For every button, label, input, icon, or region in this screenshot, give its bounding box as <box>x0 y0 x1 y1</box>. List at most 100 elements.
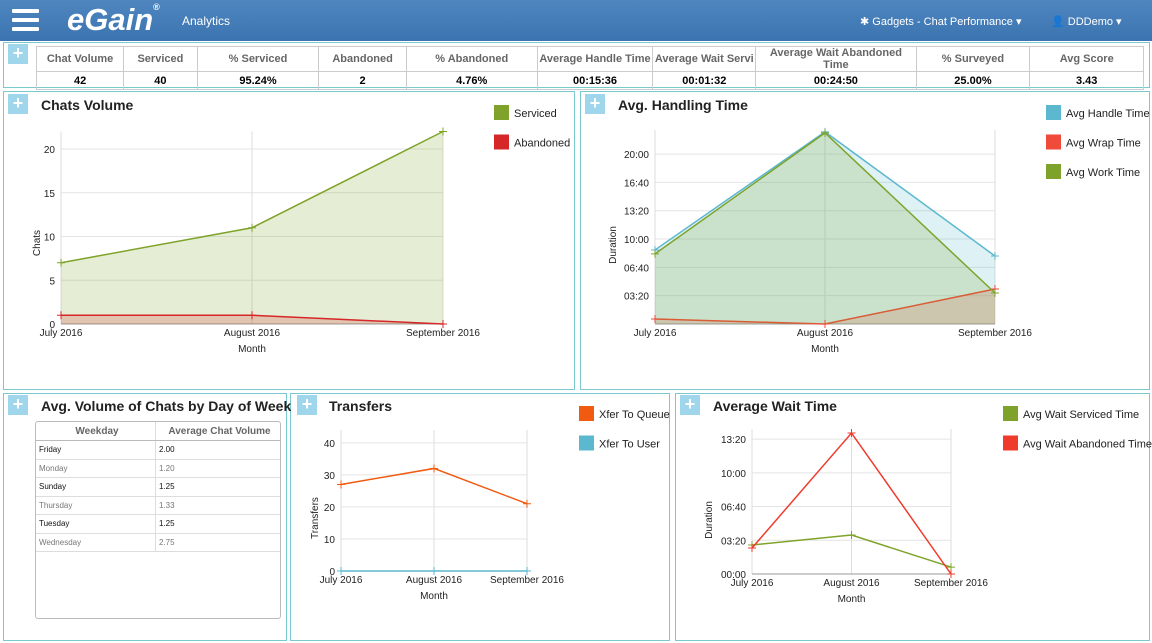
table-cell: Tuesday <box>36 514 156 534</box>
point-marker <box>430 464 438 473</box>
table-cell: Monday <box>36 459 156 478</box>
point-marker <box>57 258 65 267</box>
add-button[interactable]: + <box>297 395 317 415</box>
point-marker <box>947 563 955 572</box>
logo-text: eGain <box>67 2 154 37</box>
point-marker <box>947 570 955 578</box>
x-tick-label: September 2016 <box>958 328 1032 339</box>
add-button[interactable]: + <box>8 395 28 415</box>
panel <box>290 393 670 641</box>
y-tick-label: 20:00 <box>624 150 649 161</box>
point-marker <box>57 311 65 320</box>
table-cell: Sunday <box>36 477 156 497</box>
point-marker <box>991 252 999 261</box>
x-tick-label: July 2016 <box>40 328 83 339</box>
y-axis-label: Duration <box>608 226 619 264</box>
x-tick-label: July 2016 <box>320 575 363 586</box>
kpi-value: 3.43 <box>1029 71 1144 90</box>
legend-swatch <box>579 406 594 421</box>
kpi-value: 00:15:36 <box>536 71 654 90</box>
kpi-value: 42 <box>35 71 125 90</box>
legend-swatch <box>1003 435 1018 451</box>
table-cell: Wednesday <box>36 533 156 552</box>
point-marker <box>248 311 256 320</box>
point-marker <box>748 544 756 553</box>
area <box>655 289 995 324</box>
kpi-value: 4.76% <box>405 71 538 90</box>
x-tick-label: September 2016 <box>914 578 988 589</box>
point-marker <box>651 249 659 258</box>
y-tick-label: 13:20 <box>721 435 746 446</box>
table-row: Friday 2.00 <box>36 440 280 460</box>
x-axis-label: Month <box>238 344 266 355</box>
y-tick-label: 10 <box>324 535 336 546</box>
y-tick-label: 0 <box>329 567 335 578</box>
column-header: % Serviced <box>196 46 320 72</box>
panel <box>675 393 1150 641</box>
add-button[interactable]: + <box>8 44 28 64</box>
add-button[interactable]: + <box>680 395 700 415</box>
legend-label: Abandoned <box>514 138 570 150</box>
add-button[interactable]: + <box>8 94 28 114</box>
x-tick-label: July 2016 <box>731 578 774 589</box>
y-tick-label: 10:00 <box>721 469 746 480</box>
logo: eGain® <box>67 2 160 38</box>
legend-swatch <box>1003 406 1018 421</box>
y-tick-label: 10:00 <box>624 235 649 246</box>
point-marker <box>991 288 999 297</box>
logo-mark: ® <box>153 2 160 12</box>
point-marker <box>523 567 531 575</box>
y-tick-label: 40 <box>324 439 336 450</box>
x-tick-label: August 2016 <box>224 328 281 339</box>
y-axis-label: Duration <box>704 501 715 539</box>
panel-title: Chats Volume <box>41 97 134 113</box>
point-marker <box>821 128 829 137</box>
column-header: Chat Volume <box>35 46 125 72</box>
x-tick-label: August 2016 <box>797 328 854 339</box>
table-row: Wednesday 2.75 <box>36 533 280 552</box>
legend-swatch <box>494 105 509 120</box>
table-cell: 1.25 <box>155 477 280 497</box>
table-cell: 2.75 <box>155 533 280 552</box>
x-tick-label: July 2016 <box>634 328 677 339</box>
x-tick-label: September 2016 <box>406 328 480 339</box>
legend-swatch <box>1046 134 1061 150</box>
kpi-value: 00:01:32 <box>652 71 757 90</box>
kpi-value: 95.24% <box>196 71 320 90</box>
weekday-table: Weekday Average Chat Volume Friday 2.00 Mond… <box>36 422 280 552</box>
legend-label: Avg Wait Abandoned Time <box>1023 439 1152 451</box>
point-marker <box>821 320 829 328</box>
y-axis-label: Transfers <box>310 497 321 539</box>
table-cell: 1.20 <box>155 459 280 478</box>
table-cell: Thursday <box>36 496 156 515</box>
user-menu[interactable]: 👤 DDDemo ▾ <box>1051 16 1122 28</box>
legend-swatch <box>579 435 594 451</box>
point-marker <box>523 499 531 508</box>
add-button[interactable]: + <box>585 94 605 114</box>
x-axis-label: Month <box>420 591 448 602</box>
legend-label: Serviced <box>514 108 557 120</box>
kpi-value: 00:24:50 <box>755 71 917 90</box>
y-tick-label: 15 <box>44 189 56 200</box>
column-header: Serviced <box>123 46 198 72</box>
table-cell: 2.00 <box>155 440 280 460</box>
area <box>655 131 995 324</box>
table-frame: Weekday Average Chat Volume Friday 2.00 Mond… <box>35 421 281 619</box>
legend-swatch <box>494 134 509 150</box>
y-tick-label: 20 <box>324 503 336 514</box>
area <box>655 132 995 324</box>
y-axis-label: Chats <box>32 230 43 256</box>
point-marker <box>439 320 447 328</box>
point-marker <box>439 127 447 136</box>
y-tick-label: 06:40 <box>721 503 746 514</box>
column-header: Weekday <box>36 422 156 441</box>
x-axis-label: Month <box>838 594 866 605</box>
gadgets-menu[interactable]: ✱ Gadgets - Chat Performance ▾ <box>860 16 1022 28</box>
panel-title: Avg. Handling Time <box>618 97 748 113</box>
panel-title: Transfers <box>329 398 393 414</box>
table-row: Thursday 1.33 <box>36 496 280 515</box>
table-row: Sunday 1.25 <box>36 477 280 497</box>
legend-label: Avg Work Time <box>1066 167 1140 179</box>
y-tick-label: 20 <box>44 145 56 156</box>
